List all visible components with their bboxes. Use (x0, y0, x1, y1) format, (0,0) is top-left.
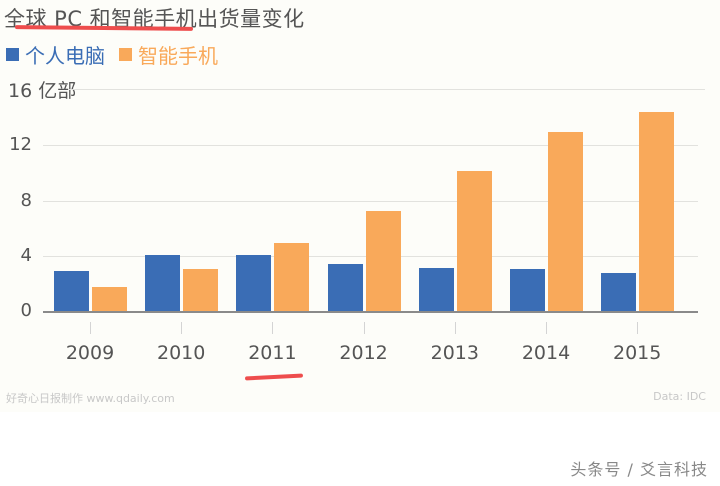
x-tick-2013 (454, 322, 456, 334)
data-source: Data: IDC (653, 390, 706, 403)
x-tick-2009 (90, 322, 91, 334)
bar-pc-2013 (418, 267, 454, 311)
bar-pc-2012 (327, 263, 363, 311)
bar-smartphone-2013 (456, 170, 492, 311)
x-tick-2011 (272, 322, 274, 334)
legend-label-smartphone: 智能手机 (138, 44, 218, 68)
gridline-16 (68, 89, 705, 90)
bar-pc-2010 (145, 255, 181, 311)
x-label-2011: 2011 (248, 342, 297, 364)
y-tick-4: 4 (20, 245, 32, 266)
bar-smartphone-2010 (183, 269, 219, 311)
legend-swatch-smartphone-icon (119, 48, 132, 61)
legend-swatch-pc-icon (6, 48, 19, 61)
bar-smartphone-2012 (365, 210, 401, 311)
x-tick-2015 (637, 322, 639, 334)
y-axis-unit-label: 16 亿部 (8, 80, 77, 102)
x-tick-2010 (181, 322, 183, 334)
x-label-2012: 2012 (339, 342, 388, 364)
legend-item-smartphone: 智能手机 (119, 40, 218, 69)
bar-pc-2011 (236, 255, 272, 311)
bar-smartphone-2009 (92, 287, 127, 311)
bar-pc-2015 (601, 273, 637, 311)
x-label-2015: 2015 (613, 342, 662, 364)
bar-pc-2009 (54, 270, 89, 311)
gridline-8 (43, 201, 698, 202)
x-tick-2012 (363, 322, 365, 334)
bar-smartphone-2011 (274, 242, 310, 311)
x-axis-line (43, 311, 698, 313)
legend-item-pc: 个人电脑 (6, 40, 105, 69)
y-tick-0: 0 (20, 300, 32, 321)
x-label-2010: 2010 (157, 342, 206, 364)
year-2011-annotation-underline (244, 373, 304, 381)
chart-panel: 全球 PC 和智能手机出货量变化 个人电脑 智能手机 16 亿部 12 8 4 … (4, 7, 706, 405)
watermark: 头条号 / 爻言科技 (570, 460, 708, 479)
bar-smartphone-2014 (548, 131, 583, 311)
y-tick-8: 8 (20, 190, 32, 211)
legend: 个人电脑 智能手机 (6, 40, 226, 69)
x-label-2009: 2009 (65, 342, 115, 364)
legend-label-pc: 个人电脑 (25, 44, 105, 68)
credit-text: 好奇心日报制作 www.qdaily.com (6, 392, 175, 405)
bar-smartphone-2015 (639, 112, 675, 311)
y-tick-12: 12 (9, 134, 32, 155)
bar-pc-2014 (510, 269, 545, 311)
x-label-2013: 2013 (430, 342, 479, 364)
gridline-12 (43, 145, 698, 146)
x-tick-2014 (546, 322, 547, 334)
x-label-2014: 2014 (521, 342, 571, 364)
